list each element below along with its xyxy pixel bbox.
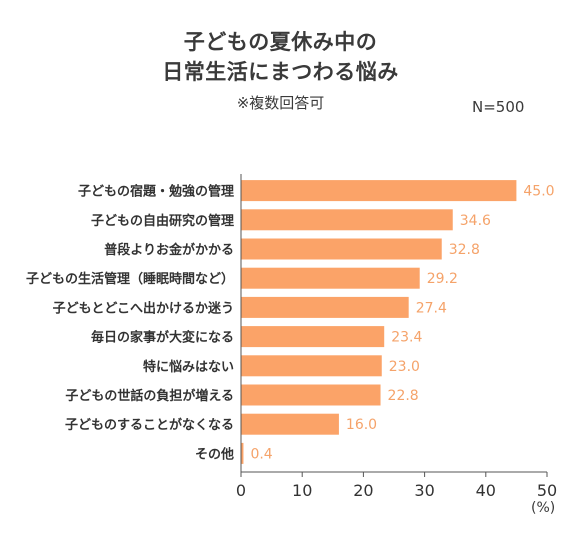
bar-value-label: 32.8: [449, 242, 480, 258]
chart-title-line-1: 子どもの夏休み中の: [183, 30, 378, 54]
bar: [241, 384, 381, 406]
category-label: 普段よりお金がかかる: [104, 242, 234, 258]
x-tick-label: 40: [476, 481, 496, 500]
x-tick-label: 50: [537, 481, 557, 500]
x-tick-label: 10: [292, 481, 312, 500]
bar: [241, 209, 453, 231]
bar: [241, 180, 517, 202]
bar-value-label: 34.6: [460, 213, 491, 229]
bar-value-label: 22.8: [388, 388, 419, 404]
bar: [241, 442, 244, 464]
category-label: 子どもの宿題・勉強の管理: [78, 184, 234, 200]
x-tick-label: 30: [414, 481, 434, 500]
bar-value-label: 27.4: [416, 300, 447, 316]
x-tick-label: 20: [353, 481, 373, 500]
x-unit-label: (%): [531, 500, 556, 516]
category-label: その他: [195, 446, 234, 462]
bar-value-label: 16.0: [346, 417, 377, 433]
sample-size-label: N=500: [472, 98, 525, 116]
category-label: 子どもとどこへ出かけるか迷う: [53, 300, 234, 316]
bar-value-label: 45.0: [523, 184, 554, 200]
category-label: 特に悩みはない: [143, 359, 234, 375]
bar-value-label: 23.4: [391, 330, 422, 346]
bar: [241, 413, 339, 435]
bar: [241, 355, 382, 377]
chart-subtitle: ※複数回答可: [236, 94, 325, 112]
category-label: 子どもの自由研究の管理: [91, 213, 234, 229]
bar-value-label: 23.0: [389, 359, 420, 375]
chart-title-line-2: 日常生活にまつわる悩み: [162, 60, 399, 84]
bar: [241, 296, 409, 318]
category-label: 毎日の家事が大変になる: [91, 330, 234, 346]
bar: [241, 238, 442, 260]
bar-value-label: 29.2: [427, 271, 458, 287]
category-label: 子どもの生活管理（睡眠時間など）: [26, 271, 234, 287]
bar-value-label: 0.4: [250, 446, 272, 462]
x-tick-label: 0: [236, 481, 246, 500]
bar: [241, 326, 385, 348]
category-label: 子どものすることがなくなる: [65, 417, 234, 433]
category-label: 子どもの世話の負担が増える: [65, 388, 234, 404]
bar: [241, 267, 420, 289]
